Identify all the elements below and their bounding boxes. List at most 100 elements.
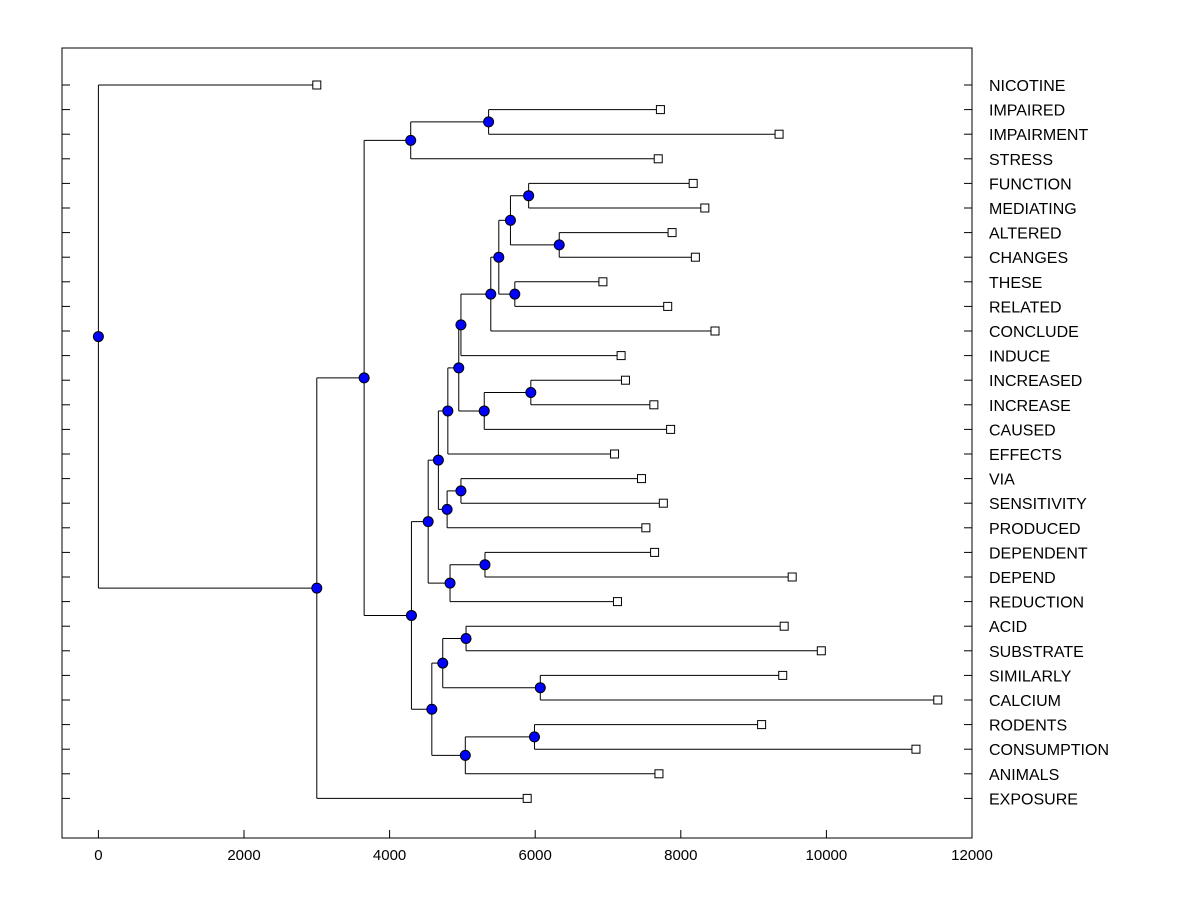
merge-node — [426, 703, 438, 715]
leaf-marker — [690, 252, 700, 262]
node-marks — [92, 116, 565, 761]
leaf-label: ALTERED — [989, 226, 1062, 243]
leaf-label: INCREASED — [989, 373, 1082, 390]
merge-node — [509, 288, 521, 300]
leaf-marker — [312, 80, 322, 90]
leaf-label: RODENTS — [989, 718, 1067, 735]
leaf-marker — [658, 498, 668, 508]
merge-node — [528, 731, 540, 743]
merge-node — [422, 516, 434, 528]
merge-node — [553, 239, 565, 251]
leaf-marker — [636, 474, 646, 484]
merge-node — [460, 633, 472, 644]
leaf-label: RELATED — [989, 299, 1062, 316]
leaf-marker — [911, 744, 921, 754]
leaf-label: CONSUMPTION — [989, 742, 1109, 759]
x-tick-label: 12000 — [951, 847, 993, 864]
leaf-marker — [522, 793, 532, 803]
leaf-marker — [666, 424, 676, 434]
leaf-marker — [688, 178, 698, 188]
merge-node — [534, 682, 546, 694]
leaf-label: FUNCTION — [989, 176, 1072, 193]
x-tick-label: 6000 — [519, 847, 552, 864]
leaf-label: REDUCTION — [989, 595, 1084, 612]
leaf-label: NICOTINE — [989, 78, 1065, 95]
leaf-label: CALCIUM — [989, 693, 1061, 710]
merge-node — [405, 609, 417, 621]
merge-node — [311, 582, 323, 594]
leaf-marker — [641, 523, 651, 533]
leaf-label: IMPAIRED — [989, 103, 1065, 120]
merge-node — [485, 288, 497, 300]
leaf-label: SIMILARLY — [989, 668, 1072, 685]
leaf-label: ACID — [989, 619, 1027, 636]
merge-node — [437, 657, 449, 669]
merge-node — [455, 485, 467, 497]
leaf-marker — [653, 154, 663, 164]
leaf-marker — [663, 301, 673, 311]
leaf-labels: NICOTINE IMPAIRED IMPAIRMENT STRESS FUNCTION… — [989, 78, 1109, 808]
leaf-marker — [774, 129, 784, 139]
merge-node — [444, 577, 456, 589]
leaf-marker — [650, 547, 660, 557]
merge-node — [432, 454, 444, 466]
merge-node — [479, 559, 491, 571]
leaf-label: EFFECTS — [989, 447, 1062, 464]
merge-node — [525, 387, 537, 398]
merge-node — [441, 503, 453, 515]
leaf-marks — [312, 80, 943, 803]
leaf-label: MEDIATING — [989, 201, 1077, 218]
leaf-marker — [779, 621, 789, 631]
leaf-marker — [816, 646, 826, 656]
leaf-label: INCREASE — [989, 398, 1071, 415]
leaf-label: THESE — [989, 275, 1042, 292]
x-tick-label: 2000 — [227, 847, 260, 864]
merge-node — [442, 405, 454, 417]
leaf-label: CAUSED — [989, 422, 1056, 439]
leaf-marker — [710, 326, 720, 336]
merge-node — [523, 190, 535, 202]
leaf-marker — [616, 351, 626, 361]
leaf-marker — [667, 228, 677, 238]
leaf-marker — [787, 572, 797, 582]
x-tick-label: 10000 — [806, 847, 848, 864]
leaf-marker — [610, 449, 620, 459]
leaf-label: CHANGES — [989, 250, 1068, 267]
merge-node — [459, 749, 471, 761]
leaf-marker — [654, 769, 664, 779]
x-axis: 0 2000 4000 6000 8000 10000 12000 — [94, 830, 993, 864]
leaf-label: SENSITIVITY — [989, 496, 1087, 513]
plot-frame — [61, 47, 973, 839]
merge-node — [92, 331, 104, 343]
merge-node — [405, 134, 417, 146]
leaf-label: IMPAIRMENT — [989, 127, 1088, 144]
leaf-label: EXPOSURE — [989, 791, 1078, 808]
branches — [97, 84, 938, 799]
leaf-marker — [598, 277, 608, 287]
merge-node — [483, 116, 495, 128]
merge-node — [504, 214, 516, 226]
leaf-marker — [700, 203, 710, 213]
x-tick-label: 0 — [94, 847, 102, 864]
leaf-label: DEPEND — [989, 570, 1056, 587]
leaf-label: VIA — [989, 472, 1015, 489]
x-tick-label: 4000 — [373, 847, 406, 864]
leaf-label: CONCLUDE — [989, 324, 1079, 341]
leaf-marker — [757, 720, 767, 730]
leaf-label: DEPENDENT — [989, 545, 1088, 562]
leaf-label: SUBSTRATE — [989, 644, 1084, 661]
leaf-marker — [655, 105, 665, 115]
merge-node — [453, 362, 465, 374]
x-tick-label: 8000 — [664, 847, 697, 864]
leaf-marker — [778, 670, 788, 680]
y-ticks — [62, 84, 972, 799]
leaf-marker — [612, 597, 622, 607]
merge-node — [358, 372, 370, 384]
leaf-label: STRESS — [989, 152, 1053, 169]
leaf-marker — [649, 400, 659, 410]
leaf-marker — [933, 695, 943, 705]
leaf-marker — [620, 375, 630, 385]
leaf-label: PRODUCED — [989, 521, 1081, 538]
merge-node — [478, 405, 490, 417]
